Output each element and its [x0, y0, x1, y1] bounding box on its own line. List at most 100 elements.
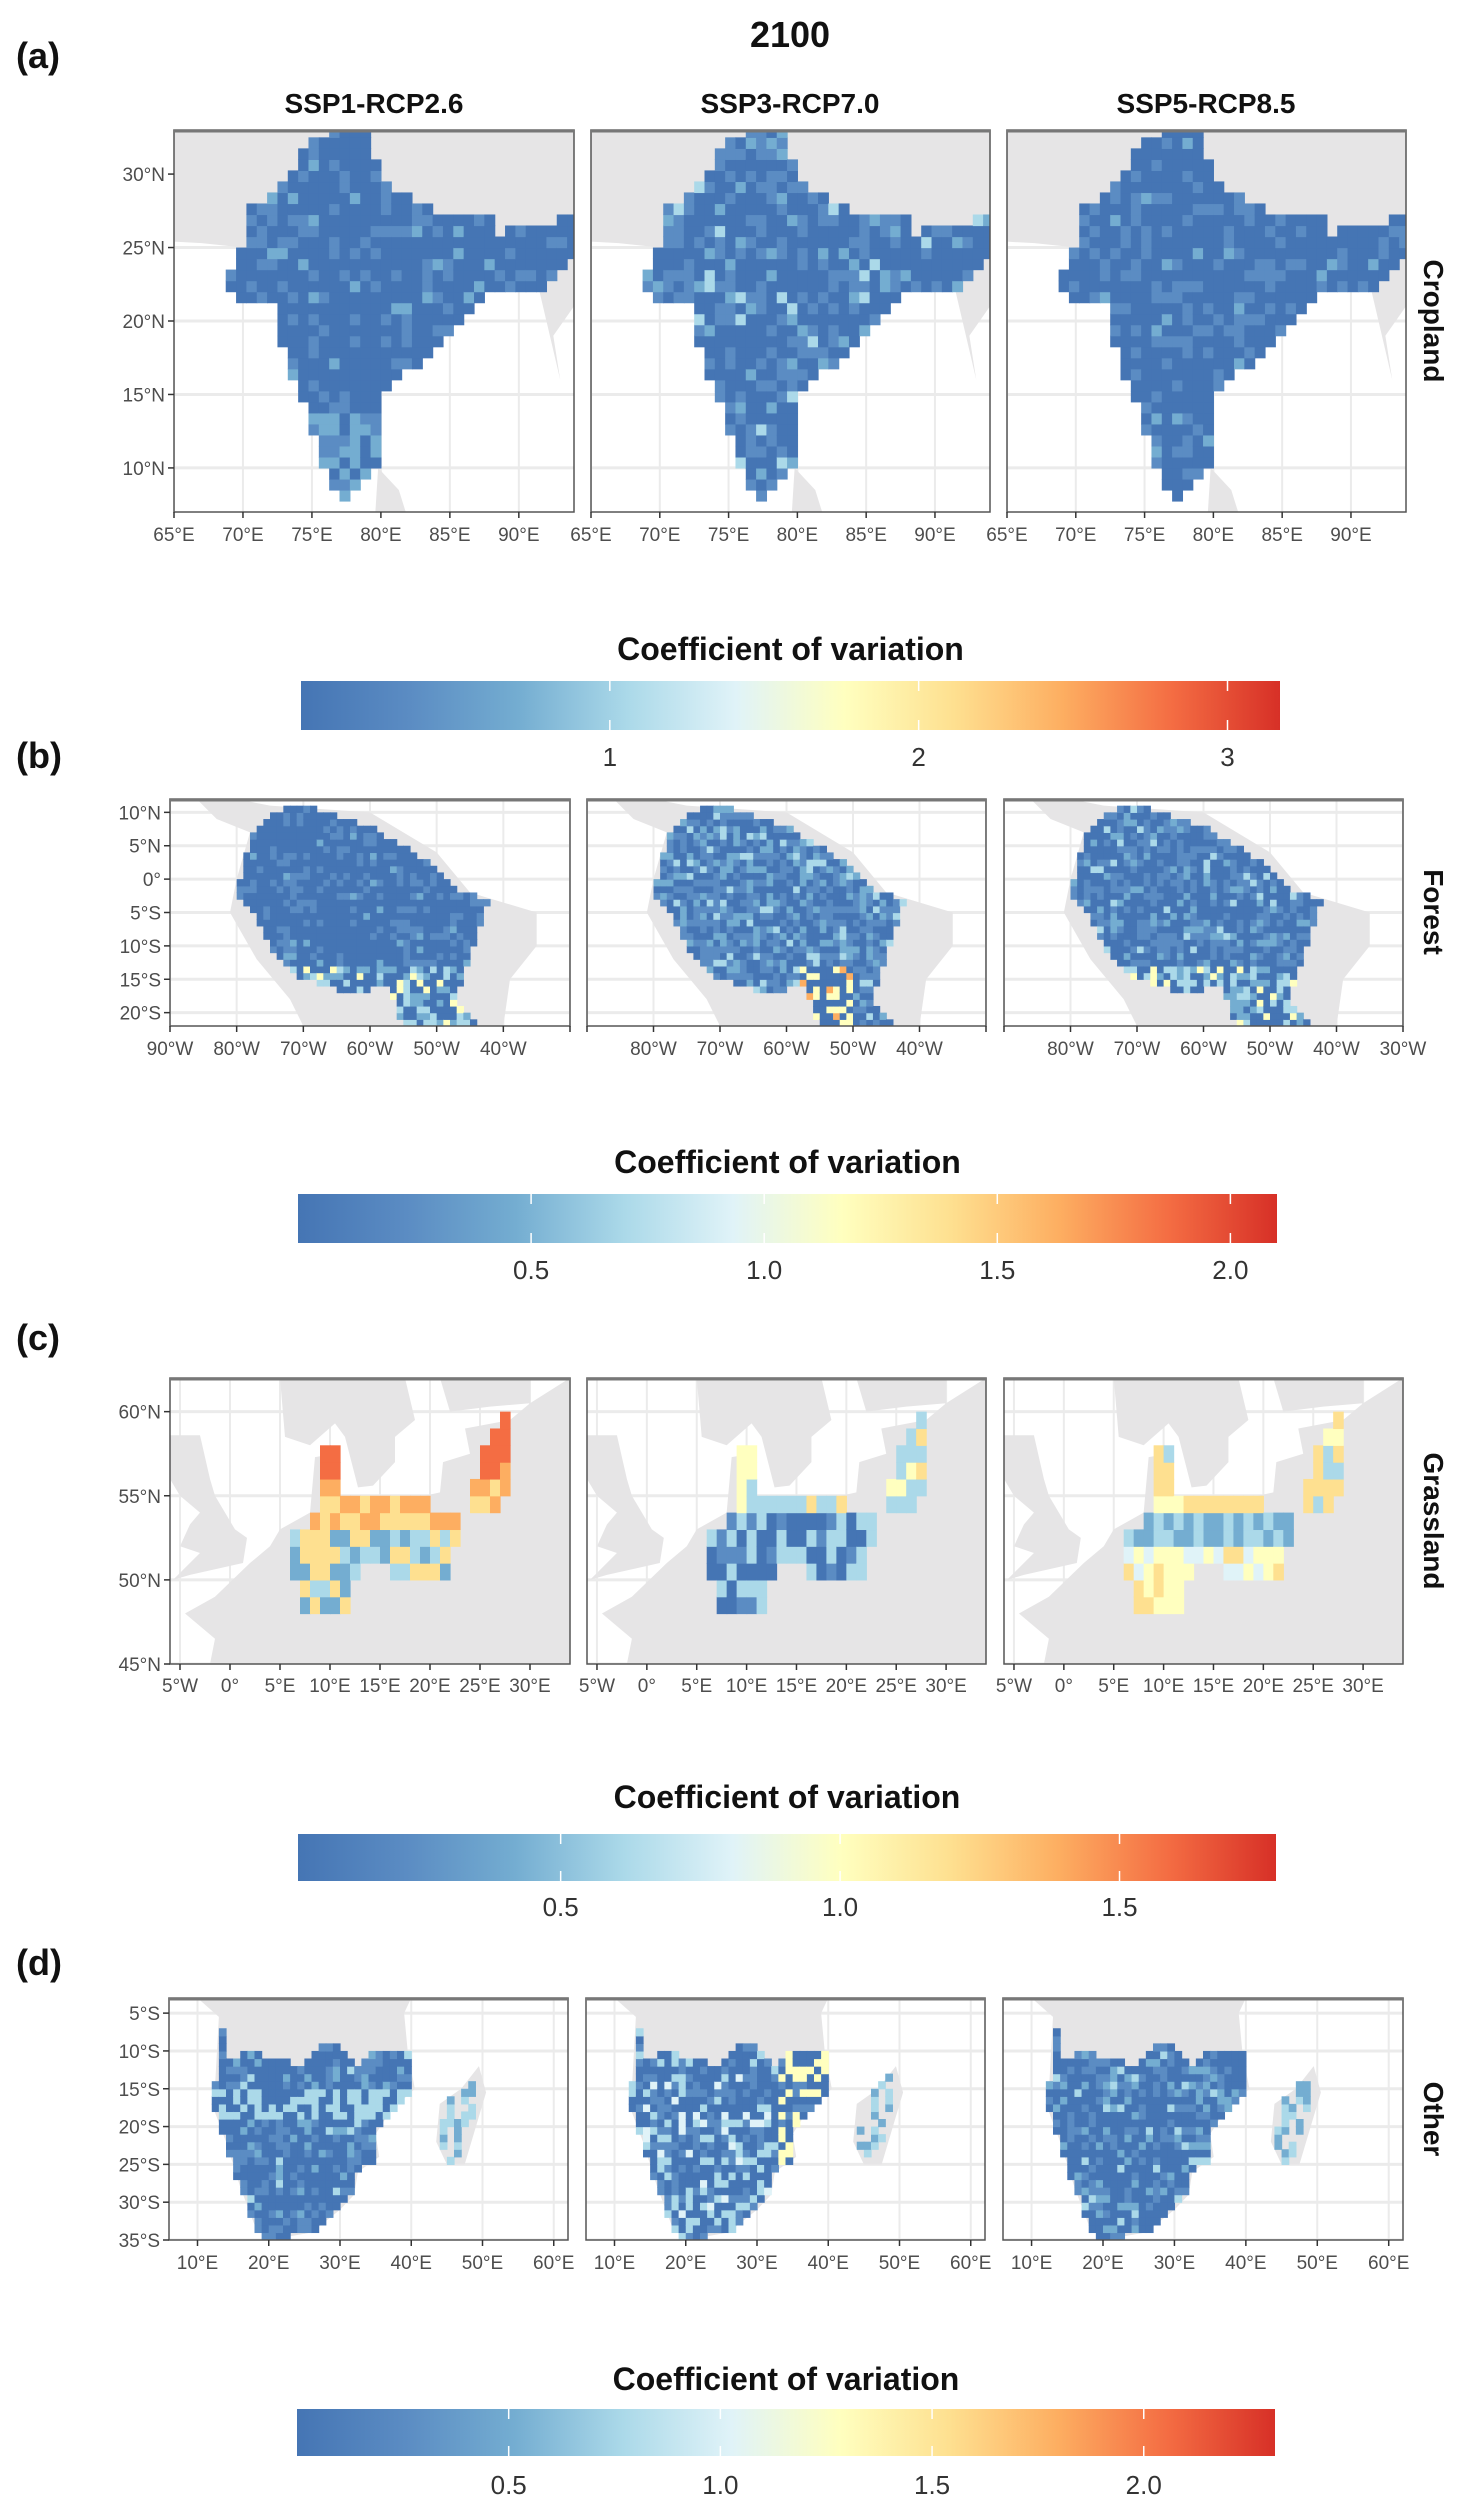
data-cell	[325, 2103, 334, 2113]
data-cell	[310, 812, 318, 820]
data-cell	[786, 885, 794, 894]
data-cell	[1223, 1495, 1235, 1514]
data-cell	[1173, 1529, 1185, 1547]
data-cell	[363, 872, 371, 880]
data-cell	[1110, 865, 1118, 874]
data-cell	[1236, 945, 1244, 954]
data-cell	[1236, 879, 1244, 887]
data-cell	[330, 932, 338, 940]
data-cell	[793, 879, 801, 887]
data-cell	[442, 291, 454, 304]
data-cell	[343, 939, 351, 947]
data-cell	[340, 2073, 348, 2082]
data-cell	[474, 269, 485, 282]
data-cell	[360, 159, 372, 172]
data-cell	[931, 258, 943, 271]
data-cell	[310, 912, 318, 920]
data-cell	[1161, 346, 1173, 359]
data-cell	[680, 845, 688, 854]
data-cell	[403, 945, 411, 954]
data-cell	[753, 912, 761, 920]
data-cell	[759, 979, 768, 987]
data-cell	[759, 832, 768, 840]
data-cell	[410, 905, 418, 914]
data-cell	[962, 247, 974, 260]
data-cell	[1234, 335, 1245, 348]
data-cell	[846, 932, 854, 940]
data-cell	[1068, 247, 1080, 260]
data-cell	[706, 892, 714, 900]
data-cell	[1203, 1546, 1215, 1564]
data-cell	[275, 2111, 284, 2120]
data-cell	[856, 1512, 867, 1531]
data-cell	[329, 280, 341, 293]
data-cell	[536, 236, 548, 249]
data-cell	[343, 879, 351, 887]
data-cell	[1183, 965, 1191, 974]
data-cell	[1250, 905, 1258, 914]
data-cell	[1295, 225, 1307, 238]
data-cell	[350, 1495, 361, 1514]
data-cell	[1233, 1546, 1244, 1564]
data-cell	[343, 979, 351, 987]
data-cell	[290, 2149, 298, 2158]
data-cell	[787, 236, 798, 249]
data-cell	[745, 181, 757, 194]
data-cell	[1306, 258, 1318, 271]
x-tick-label: 80°W	[1047, 1039, 1094, 1060]
data-cell	[1150, 912, 1158, 920]
data-cell	[276, 852, 284, 860]
data-cell	[826, 912, 834, 920]
data-cell	[290, 899, 298, 907]
data-cell	[1153, 1462, 1165, 1480]
data-cell	[490, 1495, 501, 1514]
data-cell	[1163, 819, 1171, 827]
data-cell	[443, 985, 451, 994]
data-cell	[1141, 258, 1153, 271]
data-cell	[735, 423, 747, 436]
data-cell	[859, 313, 871, 326]
data-cell	[779, 899, 788, 907]
data-cell	[1190, 839, 1198, 847]
data-cell	[787, 346, 798, 359]
data-cell	[1089, 236, 1101, 249]
data-cell	[900, 214, 912, 227]
data-cell	[1213, 368, 1225, 381]
data-cell	[1254, 280, 1266, 293]
data-cell	[380, 280, 392, 293]
data-cell	[846, 999, 854, 1007]
data-cell	[410, 912, 418, 920]
data-cell	[1170, 839, 1178, 847]
data-cell	[515, 280, 527, 293]
data-cell	[350, 825, 358, 833]
x-tick-label: 0°	[638, 1676, 656, 1697]
data-cell	[329, 130, 341, 138]
data-cell	[745, 291, 757, 304]
data-cell	[1123, 805, 1131, 813]
data-cell	[753, 925, 761, 934]
data-cell	[1250, 985, 1258, 994]
data-cell	[1110, 225, 1122, 238]
data-cell	[666, 852, 675, 860]
data-cell	[753, 965, 761, 974]
data-cell	[450, 905, 458, 914]
data-cell	[484, 236, 496, 249]
data-cell	[254, 2050, 263, 2060]
data-cell	[323, 892, 331, 900]
data-cell	[390, 1512, 401, 1531]
data-cell	[1176, 959, 1185, 967]
data-cell	[1203, 346, 1214, 359]
data-cell	[432, 247, 444, 260]
data-cell	[1236, 979, 1244, 987]
data-cell	[700, 805, 708, 813]
data-cell	[1326, 258, 1338, 271]
x-tick-label: 30°W	[1380, 1039, 1427, 1060]
data-cell	[797, 302, 809, 315]
data-cell	[799, 945, 808, 954]
data-cell	[787, 335, 798, 348]
data-cell	[430, 912, 438, 920]
data-cell	[739, 945, 748, 954]
data-cell	[267, 269, 279, 282]
data-cell	[826, 959, 834, 967]
data-cell	[332, 2141, 341, 2150]
